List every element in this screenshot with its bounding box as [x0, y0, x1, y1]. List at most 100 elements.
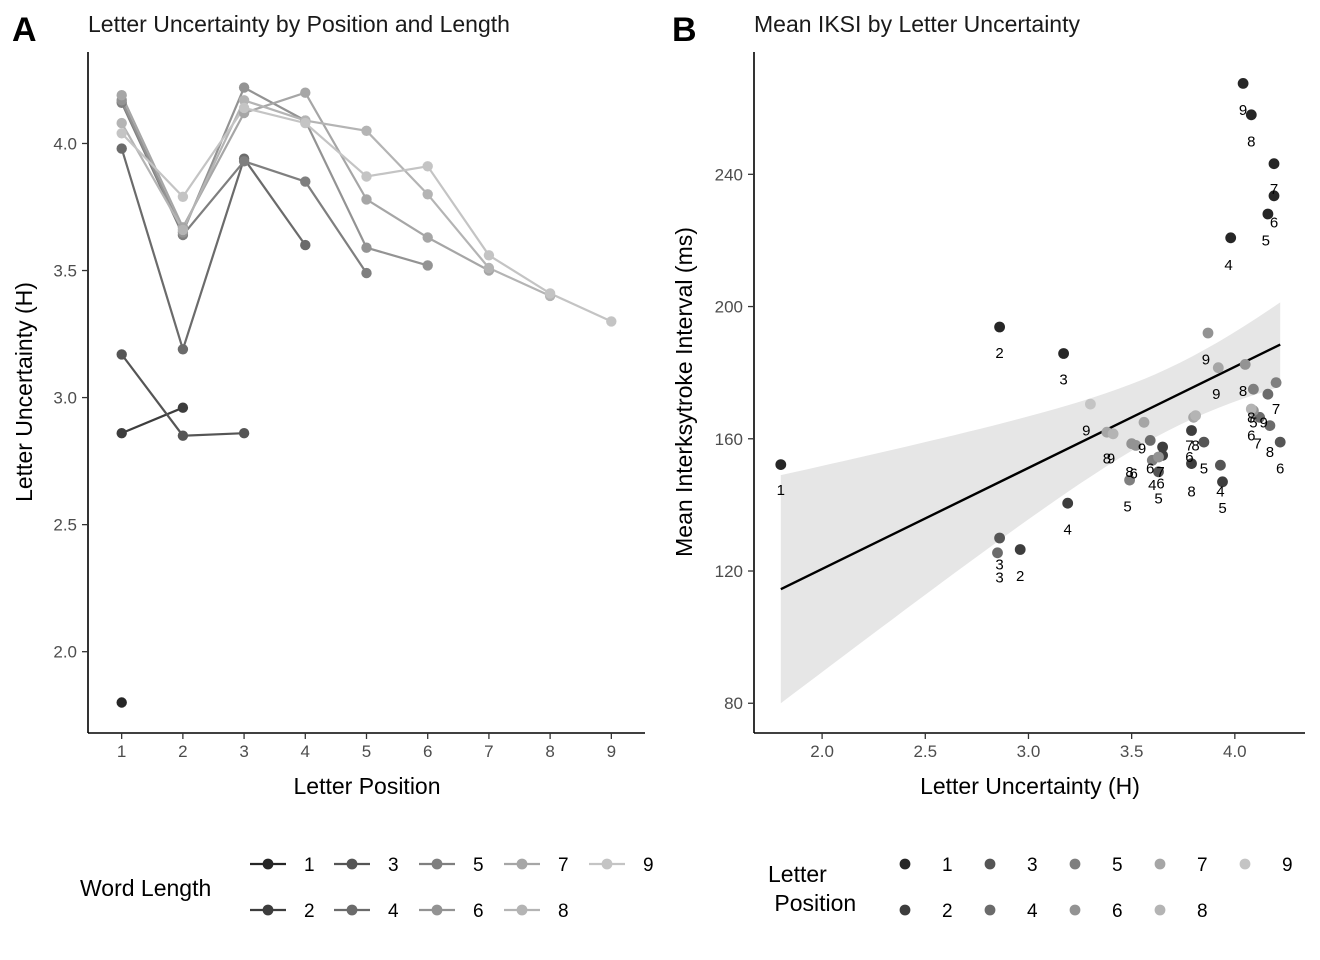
- series-point-length-9: [544, 288, 556, 299]
- point-label: 6: [1130, 466, 1138, 483]
- scatter-point-position-7: [1186, 425, 1197, 436]
- series-point-length-5: [238, 156, 250, 167]
- point-label: 8: [1247, 409, 1255, 426]
- y-tick-label: 80: [724, 694, 743, 713]
- point-label: 8: [1266, 444, 1274, 461]
- legend-word-length: Word Length 1 2 3 4 5 6 7 8 9: [80, 855, 654, 922]
- scatter-point-position-3: [992, 547, 1003, 559]
- scatter-point-position-5: [1124, 474, 1135, 486]
- scatter-point-position-8: [1248, 383, 1259, 395]
- series-point-length-1: [116, 697, 127, 708]
- regression-line: [780, 343, 1281, 591]
- scatter-point-position-6: [1274, 436, 1286, 448]
- scatter-point-position-7: [1157, 441, 1168, 453]
- point-label: 9: [1239, 102, 1247, 119]
- point-label: 6: [1270, 214, 1278, 231]
- series-point-length-6: [238, 82, 250, 93]
- legend-label-1: 1: [304, 855, 315, 876]
- series-point-length-9: [483, 250, 495, 261]
- scatter-point-position-2: [994, 321, 1005, 333]
- panel-a-plot-area: [116, 82, 617, 708]
- scatter-point-position-7: [1270, 377, 1282, 388]
- legend-key-point-9: [1239, 858, 1251, 870]
- scatter-point-position-9: [1107, 428, 1119, 440]
- x-tick-label: 7: [484, 742, 493, 761]
- x-tick-label: 3: [239, 742, 248, 761]
- series-point-length-7: [116, 90, 127, 101]
- x-tick-label: 1: [117, 742, 126, 761]
- scatter-point-position-8: [1239, 359, 1251, 370]
- point-label: 8: [1103, 451, 1111, 468]
- series-point-length-8: [483, 262, 495, 274]
- legend-key-point-4: [346, 904, 358, 916]
- scatter-point-position-8: [1190, 410, 1201, 421]
- point-label: 4: [1216, 484, 1224, 501]
- point-label: 9: [1202, 351, 1210, 368]
- legend-key-point-5: [431, 858, 443, 870]
- series-point-length-4: [116, 143, 127, 154]
- point-label: 9: [1082, 423, 1090, 440]
- panel-a: A Letter Uncertainty by Position and Len…: [11, 11, 645, 799]
- legend-key-point-6: [1069, 904, 1081, 916]
- x-tick-label: 2.5: [913, 742, 937, 761]
- point-label: 2: [1016, 568, 1024, 585]
- scatter-point-position-8: [1186, 458, 1197, 469]
- legend-key-point-2: [899, 904, 911, 916]
- point-label: 5: [1154, 490, 1162, 507]
- point-label: 6: [1185, 449, 1193, 466]
- point-label: 7: [1253, 436, 1261, 453]
- x-tick-label: 6: [423, 742, 432, 761]
- point-label: 5: [1123, 499, 1131, 516]
- series-point-length-2: [116, 428, 127, 439]
- series-point-length-8: [177, 224, 189, 236]
- y-tick-label: 4.0: [53, 134, 77, 153]
- legend-label-5: 5: [1112, 855, 1123, 876]
- y-tick-label: 2.0: [53, 643, 77, 662]
- point-label: 6: [1146, 461, 1154, 478]
- series-point-length-9: [606, 316, 617, 327]
- point-label: 8: [1239, 383, 1247, 400]
- scatter-point-position-9: [1138, 416, 1150, 428]
- panel-a-letter: A: [12, 11, 37, 49]
- scatter-point-position-7: [1268, 158, 1280, 170]
- series-point-length-8: [422, 189, 433, 200]
- legend-label-9: 9: [643, 855, 654, 876]
- y-tick-label: 240: [715, 165, 743, 184]
- legend-label-7: 7: [558, 855, 569, 876]
- point-label: 6: [1247, 428, 1255, 445]
- scatter-point-position-3: [1058, 348, 1069, 359]
- legend-word-length-items: 1 2 3 4 5 6 7 8 9: [250, 855, 654, 922]
- y-tick-label: 3.0: [53, 389, 77, 408]
- point-label: 5: [1249, 414, 1257, 431]
- point-label: 3: [1059, 371, 1067, 388]
- scatter-point-position-4: [1062, 497, 1074, 509]
- legend-key-point-2: [262, 904, 274, 916]
- series-point-length-9: [422, 161, 433, 172]
- x-tick-label: 5: [362, 742, 371, 761]
- legend-label-4: 4: [388, 901, 399, 922]
- series-line-length-2: [121, 406, 184, 435]
- legend-label-2: 2: [942, 901, 953, 922]
- scatter-point-position-6: [1144, 435, 1156, 446]
- point-label: 3: [995, 570, 1003, 587]
- x-tick-label: 9: [607, 742, 616, 761]
- panel-a-x-axis-title: Letter Position: [293, 773, 440, 799]
- scatter-point-position-9: [1262, 388, 1274, 400]
- series-line-length-4: [120, 148, 307, 353]
- y-tick-label: 160: [715, 430, 743, 449]
- series-line-length-8: [120, 98, 551, 297]
- x-tick-label: 3.5: [1120, 742, 1144, 761]
- legend-label-4: 4: [1027, 901, 1038, 922]
- point-label: 7: [1272, 401, 1280, 418]
- confidence-band: [780, 302, 1281, 704]
- legend-key-point-5: [1069, 858, 1081, 870]
- series-point-length-6: [361, 242, 372, 253]
- scatter-point-position-5: [1262, 208, 1274, 220]
- legend-letter-position-title-line-1: Letter: [768, 861, 827, 887]
- point-label: 9: [1107, 451, 1115, 468]
- series-point-length-5: [300, 176, 311, 187]
- panel-b-letter: B: [672, 11, 697, 49]
- series-point-length-9: [361, 171, 372, 182]
- legend-key-point-7: [516, 858, 528, 870]
